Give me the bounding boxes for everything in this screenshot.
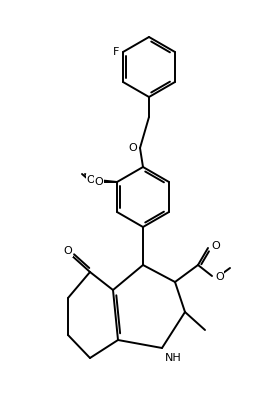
Text: O: O <box>215 272 224 282</box>
Text: F: F <box>113 47 119 57</box>
Text: NH: NH <box>165 353 182 363</box>
Text: O: O <box>87 175 96 185</box>
Text: O: O <box>211 241 220 251</box>
Text: O: O <box>129 143 137 153</box>
Text: O: O <box>95 177 103 187</box>
Text: O: O <box>64 246 72 256</box>
